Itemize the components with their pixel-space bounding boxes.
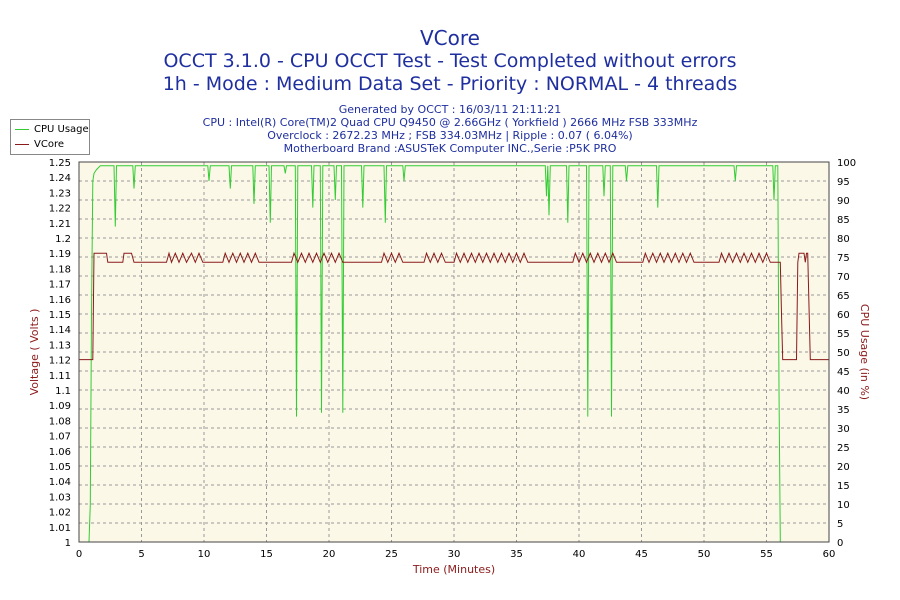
y-right-axis-label: CPU Usage (in %)	[858, 304, 871, 400]
x-tick-label: 15	[260, 549, 273, 560]
y-right-tick-label: 40	[837, 386, 850, 397]
legend: CPU Usage VCore	[10, 119, 90, 155]
x-tick-label: 30	[448, 549, 461, 560]
info-cpu: CPU : Intel(R) Core(TM)2 Quad CPU Q9450 …	[202, 116, 698, 129]
legend-item-cpu-usage: CPU Usage	[15, 122, 89, 136]
y-right-tick-label: 0	[837, 538, 843, 549]
y-right-tick-label: 30	[837, 424, 850, 435]
x-tick-label: 50	[698, 549, 711, 560]
y-left-tick-label: 1.07	[49, 432, 71, 443]
series-line-vcore	[79, 251, 829, 361]
y-right-tick-label: 25	[837, 443, 850, 454]
x-tick-label: 45	[635, 549, 648, 560]
x-tick-label: 25	[385, 549, 398, 560]
legend-swatch-cpu-usage	[15, 128, 29, 130]
y-right-tick-label: 75	[837, 253, 850, 264]
y-right-tick-label: 10	[837, 500, 850, 511]
y-left-tick-label: 1.19	[49, 249, 71, 260]
y-left-axis-label: Voltage ( Volts )	[28, 309, 41, 396]
x-tick-label: 20	[323, 549, 336, 560]
x-tick-label: 5	[138, 549, 144, 560]
y-left-tick-label: 1.01	[49, 523, 71, 534]
y-left-tick-label: 1.08	[49, 416, 71, 427]
series-lines	[79, 165, 829, 543]
y-right-tick-label: 35	[837, 405, 850, 416]
y-left-tick-label: 1.05	[49, 462, 71, 473]
y-right-tick-label: 50	[837, 348, 850, 359]
y-left-tick-label: 1.16	[49, 295, 71, 306]
y-left-tick-label: 1.23	[49, 188, 71, 199]
series-line-cpu-usage	[79, 165, 829, 543]
legend-item-vcore: VCore	[15, 137, 64, 151]
y-left-tick-label: 1.2	[55, 234, 71, 245]
info-motherboard: Motherboard Brand :ASUSTeK Computer INC.…	[283, 142, 617, 155]
y-left-tick-label: 1.02	[49, 508, 71, 519]
y-left-tick-label: 1.15	[49, 310, 71, 321]
y-left-tick-label: 1.11	[49, 371, 71, 382]
x-axis-label: Time (Minutes)	[412, 563, 495, 576]
x-tick-label: 40	[573, 549, 586, 560]
chart-subtitle-mode: 1h - Mode : Medium Data Set - Priority :…	[162, 73, 738, 95]
y-left-axis-ticks: 1 1.01 1.02 1.03 1.04 1.05 1.06 1.07 1.08 1.09 1.1…	[49, 158, 71, 549]
x-axis-ticks: 0 5 10 15 20 25 30 35 40 45 50 55 60	[76, 549, 836, 560]
y-right-tick-label: 65	[837, 291, 850, 302]
x-tick-label: 0	[76, 549, 82, 560]
info-generated: Generated by OCCT : 16/03/11 21:11:21	[338, 103, 562, 116]
y-right-tick-label: 85	[837, 215, 850, 226]
x-tick-label: 60	[823, 549, 836, 560]
y-left-tick-label: 1.21	[49, 219, 71, 230]
x-tick-label: 10	[198, 549, 211, 560]
y-right-tick-label: 90	[837, 196, 850, 207]
legend-label-vcore: VCore	[34, 138, 64, 150]
y-left-tick-label: 1.1	[55, 386, 71, 397]
y-left-tick-label: 1.18	[49, 264, 71, 275]
y-left-tick-label: 1.04	[49, 477, 71, 488]
chart-title: VCore	[420, 26, 480, 50]
y-left-tick-label: 1.09	[49, 401, 71, 412]
y-left-tick-label: 1.14	[49, 325, 71, 336]
plot-frame	[78, 161, 830, 543]
y-left-tick-label: 1.06	[49, 447, 71, 458]
y-left-tick-label: 1.22	[49, 204, 71, 215]
y-right-tick-label: 95	[837, 177, 850, 188]
legend-swatch-vcore	[15, 143, 29, 145]
info-overclock: Overclock : 2672.23 MHz ; FSB 334.03MHz …	[267, 129, 633, 142]
y-right-tick-label: 70	[837, 272, 850, 283]
y-right-tick-label: 55	[837, 329, 850, 340]
y-left-tick-label: 1.17	[49, 280, 71, 291]
y-right-tick-label: 20	[837, 462, 850, 473]
legend-label-cpu-usage: CPU Usage	[34, 123, 89, 135]
chart-subtitle-test: OCCT 3.1.0 - CPU OCCT Test - Test Comple…	[163, 50, 737, 72]
y-left-tick-label: 1.03	[49, 492, 71, 503]
y-right-tick-label: 80	[837, 234, 850, 245]
y-left-tick-label: 1.13	[49, 340, 71, 351]
y-right-tick-label: 60	[837, 310, 850, 321]
y-right-tick-label: 100	[837, 158, 856, 169]
x-tick-label: 35	[510, 549, 523, 560]
y-right-axis-ticks: 0 5 10 15 20 25 30 35 40 45 50 55 60 65 70 75 80 85 90 95 10…	[837, 158, 856, 549]
y-left-tick-label: 1.12	[49, 356, 71, 367]
y-left-tick-label: 1.24	[49, 173, 71, 184]
y-left-tick-label: 1.25	[49, 158, 71, 169]
y-right-tick-label: 45	[837, 367, 850, 378]
x-tick-label: 55	[760, 549, 773, 560]
y-left-tick-label: 1	[65, 538, 71, 549]
y-right-tick-label: 5	[837, 519, 843, 530]
y-right-tick-label: 15	[837, 481, 850, 492]
